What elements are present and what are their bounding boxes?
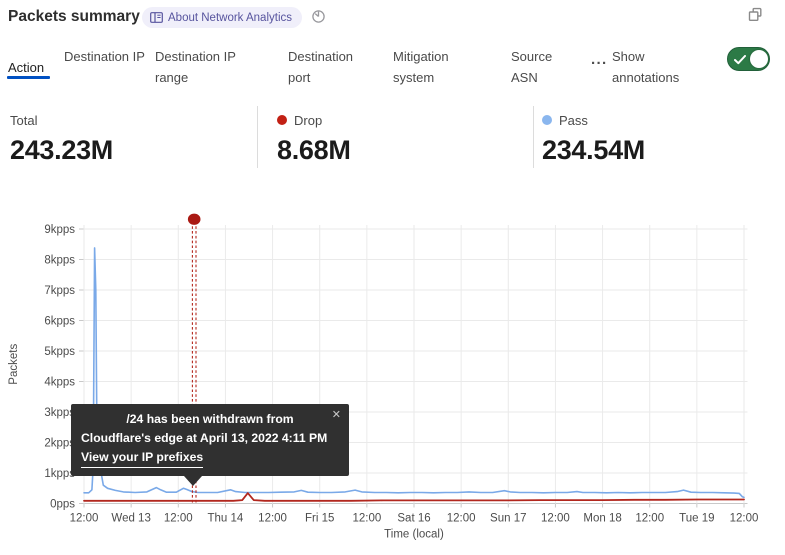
- tab-action[interactable]: Action: [8, 60, 45, 75]
- tab-mitigation-system[interactable]: Mitigation system: [393, 49, 449, 85]
- show-annotations-toggle[interactable]: [727, 47, 770, 71]
- svg-text:6kpps: 6kpps: [44, 316, 75, 328]
- show-annotations-label: Show annotations: [612, 49, 680, 85]
- svg-text:12:00: 12:00: [70, 513, 99, 525]
- stat-pass: Pass 234.54M: [542, 112, 645, 166]
- book-icon: [150, 12, 163, 23]
- tooltip-line1: /24 has been withdrawn from: [126, 412, 294, 426]
- tab-source-asn[interactable]: Source ASN: [511, 49, 553, 85]
- tab-destination-ip[interactable]: Destination IP: [64, 49, 145, 64]
- stat-pass-label: Pass: [559, 112, 588, 128]
- stat-total-label: Total: [10, 112, 38, 128]
- svg-text:0pps: 0pps: [50, 499, 75, 511]
- stat-pass-value: 234.54M: [542, 135, 645, 165]
- svg-text:Sun 17: Sun 17: [490, 513, 526, 525]
- overflow-menu-icon[interactable]: ···: [591, 55, 608, 72]
- tab-destination-ip-range[interactable]: Destination IP range: [155, 49, 236, 85]
- svg-text:Wed 13: Wed 13: [111, 513, 150, 525]
- svg-text:Sat 16: Sat 16: [397, 513, 430, 525]
- active-tab-underline: [7, 76, 50, 79]
- drop-legend-dot: [277, 115, 287, 125]
- page-title: Packets summary: [8, 8, 140, 25]
- svg-text:12:00: 12:00: [730, 513, 759, 525]
- view-ip-prefixes-link[interactable]: View your IP prefixes: [81, 448, 204, 468]
- toggle-knob: [749, 49, 768, 68]
- stat-total-value: 243.23M: [10, 135, 113, 165]
- svg-text:4kpps: 4kpps: [44, 377, 75, 389]
- stat-divider: [257, 106, 258, 168]
- svg-text:Fri 15: Fri 15: [305, 513, 334, 525]
- badge-label: About Network Analytics: [168, 11, 293, 24]
- svg-text:Time (local): Time (local): [384, 529, 444, 541]
- svg-text:Mon 18: Mon 18: [583, 513, 621, 525]
- svg-text:12:00: 12:00: [635, 513, 664, 525]
- svg-text:9kpps: 9kpps: [44, 224, 75, 236]
- packets-chart: 0pps 1kpps 2kpps 3kpps 4kpps 5kpps 6kpps 7kpps 8…: [8, 213, 759, 541]
- about-network-analytics-badge[interactable]: About Network Analytics: [142, 7, 303, 28]
- svg-text:7kpps: 7kpps: [44, 285, 75, 297]
- stat-divider: [533, 106, 534, 168]
- stat-total: Total 243.23M: [10, 112, 113, 166]
- check-icon: [734, 54, 746, 64]
- svg-text:12:00: 12:00: [352, 513, 381, 525]
- svg-text:2kpps: 2kpps: [44, 438, 75, 450]
- svg-text:Packets: Packets: [8, 344, 20, 385]
- stat-drop-value: 8.68M: [277, 135, 351, 165]
- svg-text:Tue 19: Tue 19: [679, 513, 714, 525]
- time-period-icon[interactable]: [311, 9, 326, 24]
- stat-drop: Drop 8.68M: [277, 112, 351, 166]
- svg-text:5kpps: 5kpps: [44, 346, 75, 358]
- svg-text:Thu 14: Thu 14: [208, 513, 244, 525]
- expand-icon[interactable]: [746, 7, 764, 25]
- tooltip-close-icon[interactable]: ✕: [331, 409, 341, 421]
- stat-drop-label: Drop: [294, 112, 323, 128]
- tab-destination-port[interactable]: Destination port: [288, 49, 354, 85]
- tooltip-arrow: [184, 476, 202, 486]
- annotation-tooltip: ✕ /24 has been withdrawn from Cloudflare…: [71, 404, 349, 486]
- svg-text:3kpps: 3kpps: [44, 407, 75, 419]
- svg-text:12:00: 12:00: [541, 513, 570, 525]
- svg-text:12:00: 12:00: [258, 513, 287, 525]
- svg-text:1kpps: 1kpps: [44, 468, 75, 480]
- svg-text:12:00: 12:00: [164, 513, 193, 525]
- pass-legend-dot: [542, 115, 552, 125]
- svg-text:12:00: 12:00: [447, 513, 476, 525]
- tooltip-line2: Cloudflare's edge at April 13, 2022 4:11…: [81, 431, 328, 445]
- svg-text:8kpps: 8kpps: [44, 255, 75, 267]
